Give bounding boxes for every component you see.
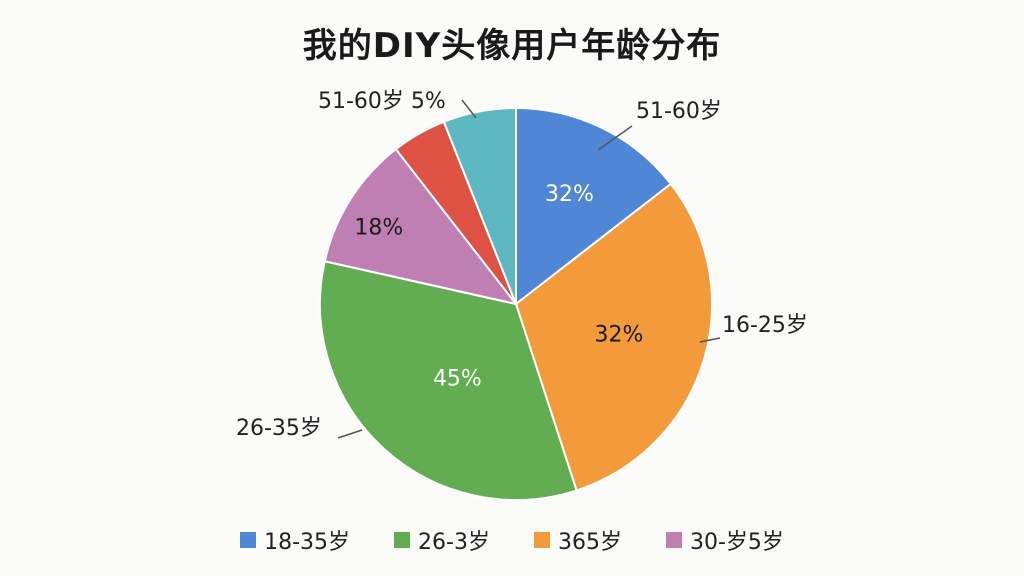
leader-line	[597, 125, 633, 151]
slice-category-label: 16-25岁	[722, 313, 808, 338]
pie-slice	[323, 147, 519, 306]
legend-label: 365岁	[557, 530, 622, 555]
legend-item: 30-岁5岁	[665, 524, 784, 556]
slice-percent-label: 45%	[433, 366, 482, 391]
pie-slice	[514, 182, 713, 492]
slice-category-label: 51-60岁	[636, 99, 722, 124]
legend: 18-35岁 26-3岁 365岁 30-岁5岁	[0, 524, 1024, 556]
legend-swatch	[665, 532, 682, 548]
slice-category-label: 26-35岁	[236, 416, 322, 441]
leader-line	[461, 99, 477, 119]
legend-item: 26-3岁	[394, 524, 490, 556]
chart-title: 我的DIY头像用户年龄分布	[302, 26, 722, 66]
legend-label: 18-35岁	[264, 530, 351, 555]
legend-item: 18-35岁	[240, 524, 350, 556]
leader-line	[699, 337, 721, 343]
legend-label: 26-3岁	[418, 530, 490, 555]
slice-percent-label: 32%	[595, 323, 644, 348]
slice-percent-label: 18%	[354, 215, 403, 240]
legend-swatch	[240, 532, 257, 548]
slice-percent-label: 32%	[545, 182, 594, 207]
legend-item: 365岁	[533, 524, 622, 556]
leader-line	[337, 429, 363, 439]
legend-swatch	[533, 532, 550, 548]
pie-slice	[442, 106, 517, 305]
pie-slice	[319, 260, 578, 501]
legend-swatch	[394, 532, 411, 548]
legend-label: 30-岁5岁	[689, 530, 784, 555]
pie-slice	[515, 106, 673, 307]
slice-category-label: 51-60岁 5%	[318, 89, 446, 114]
